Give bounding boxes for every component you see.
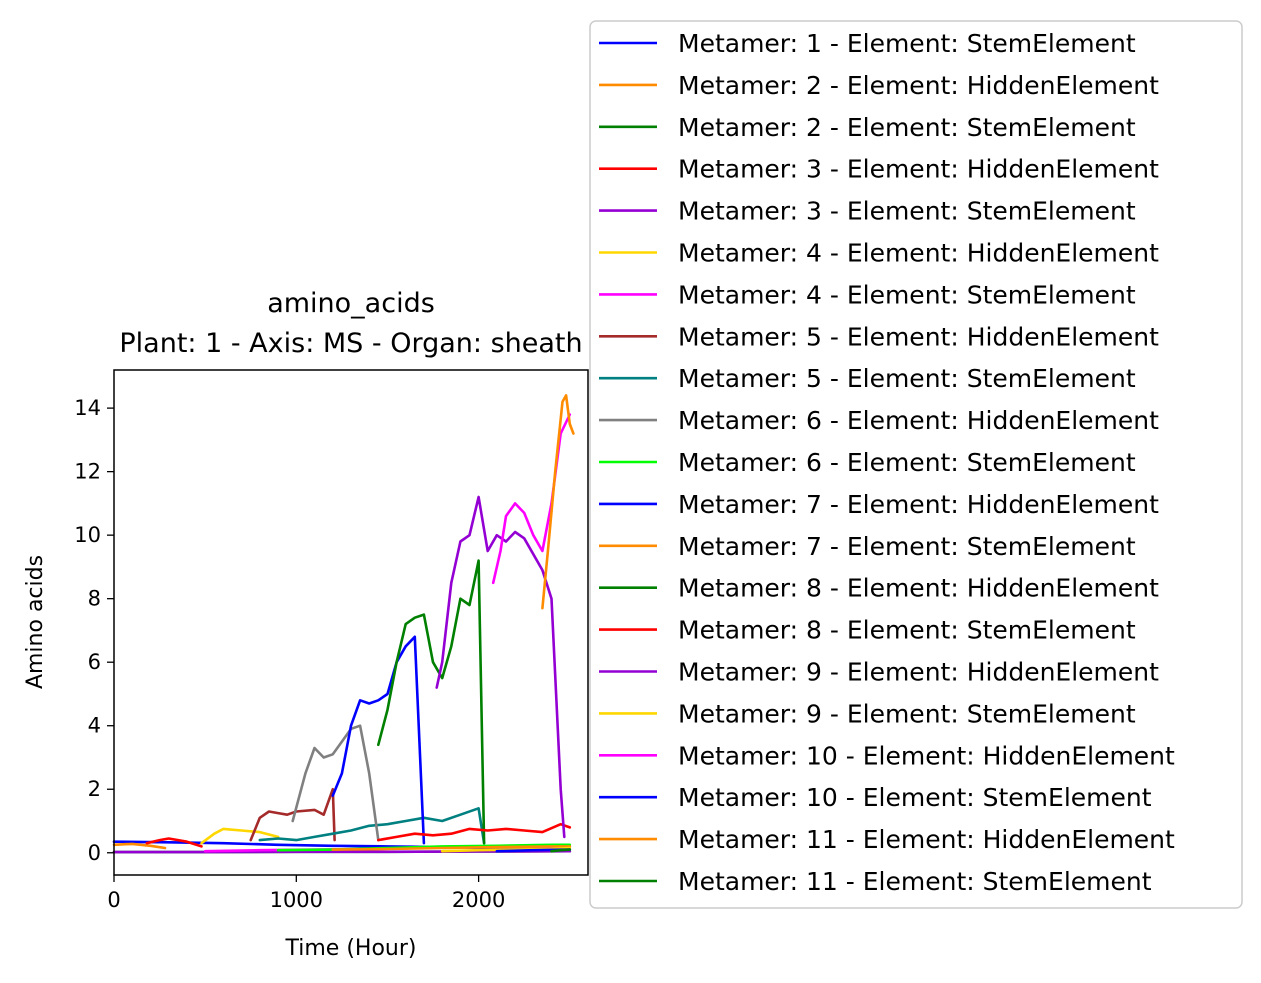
series-line-12	[331, 635, 426, 845]
series-line-6	[200, 827, 280, 845]
series-line-14	[376, 559, 486, 845]
legend-label-6: Metamer: 4 - Element: HiddenElement	[678, 239, 1159, 268]
legend-label-2: Metamer: 2 - Element: HiddenElement	[678, 71, 1159, 100]
legend-label-18: Metamer: 10 - Element: HiddenElement	[678, 741, 1175, 770]
legend-label-21: Metamer: 11 - Element: StemElement	[678, 867, 1152, 896]
legend: Metamer: 1 - Element: StemElement Metamer…	[589, 20, 1243, 909]
y-tick-label-1: 2	[88, 777, 101, 801]
legend-label-13: Metamer: 7 - Element: StemElement	[678, 532, 1136, 561]
legend-label-17: Metamer: 9 - Element: StemElement	[678, 699, 1136, 728]
x-tick-label-2: 2000	[452, 888, 505, 912]
legend-label-4: Metamer: 3 - Element: HiddenElement	[678, 155, 1159, 184]
chart-subtitle: Plant: 1 - Axis: MS - Organ: sheath	[119, 328, 582, 359]
series-line-9	[258, 806, 486, 845]
y-axis: 0 2 4 6 8 10 12 14	[74, 396, 114, 865]
legend-label-11: Metamer: 6 - Element: StemElement	[678, 448, 1136, 477]
y-tick-label-6: 12	[74, 460, 101, 484]
legend-label-20: Metamer: 11 - Element: HiddenElement	[678, 825, 1175, 854]
legend-label-10: Metamer: 6 - Element: HiddenElement	[678, 406, 1159, 435]
legend-label-8: Metamer: 5 - Element: HiddenElement	[678, 322, 1159, 351]
y-axis-label: Amino acids	[23, 555, 48, 689]
legend-label-5: Metamer: 3 - Element: StemElement	[678, 197, 1136, 226]
legend-label-16: Metamer: 9 - Element: HiddenElement	[678, 658, 1159, 687]
series-line-15	[376, 822, 572, 842]
y-tick-label-5: 10	[74, 523, 101, 547]
legend-label-7: Metamer: 4 - Element: StemElement	[678, 280, 1136, 309]
series-line-13	[331, 845, 572, 851]
legend-label-9: Metamer: 5 - Element: StemElement	[678, 364, 1136, 393]
legend-label-19: Metamer: 10 - Element: StemElement	[678, 783, 1152, 812]
y-tick-label-2: 4	[88, 714, 101, 738]
series-line-4	[145, 837, 203, 848]
y-tick-label-3: 6	[88, 650, 101, 674]
y-tick-label-7: 14	[74, 396, 101, 420]
series-layer	[112, 394, 575, 854]
legend-frame	[589, 20, 1243, 909]
y-tick-label-0: 0	[88, 841, 101, 865]
chart-title: amino_acids	[267, 288, 435, 319]
x-axis: 0 1000 2000	[107, 875, 505, 912]
legend-label-15: Metamer: 8 - Element: StemElement	[678, 616, 1136, 645]
x-tick-label-1: 1000	[270, 888, 323, 912]
y-tick-label-4: 8	[88, 587, 101, 611]
plot-area-frame	[113, 369, 589, 876]
x-axis-label: Time (Hour)	[285, 936, 417, 961]
legend-label-1: Metamer: 1 - Element: StemElement	[678, 29, 1136, 58]
legend-label-14: Metamer: 8 - Element: HiddenElement	[678, 574, 1159, 603]
series-line-5	[112, 849, 572, 854]
legend-label-3: Metamer: 2 - Element: StemElement	[678, 113, 1136, 142]
x-tick-label-0: 0	[107, 888, 120, 912]
series-line-21	[550, 848, 572, 853]
series-line-2	[112, 842, 167, 850]
series-line-8	[249, 787, 336, 842]
series-line-20	[541, 394, 575, 610]
legend-label-12: Metamer: 7 - Element: HiddenElement	[678, 490, 1159, 519]
series-line-10	[291, 724, 380, 842]
